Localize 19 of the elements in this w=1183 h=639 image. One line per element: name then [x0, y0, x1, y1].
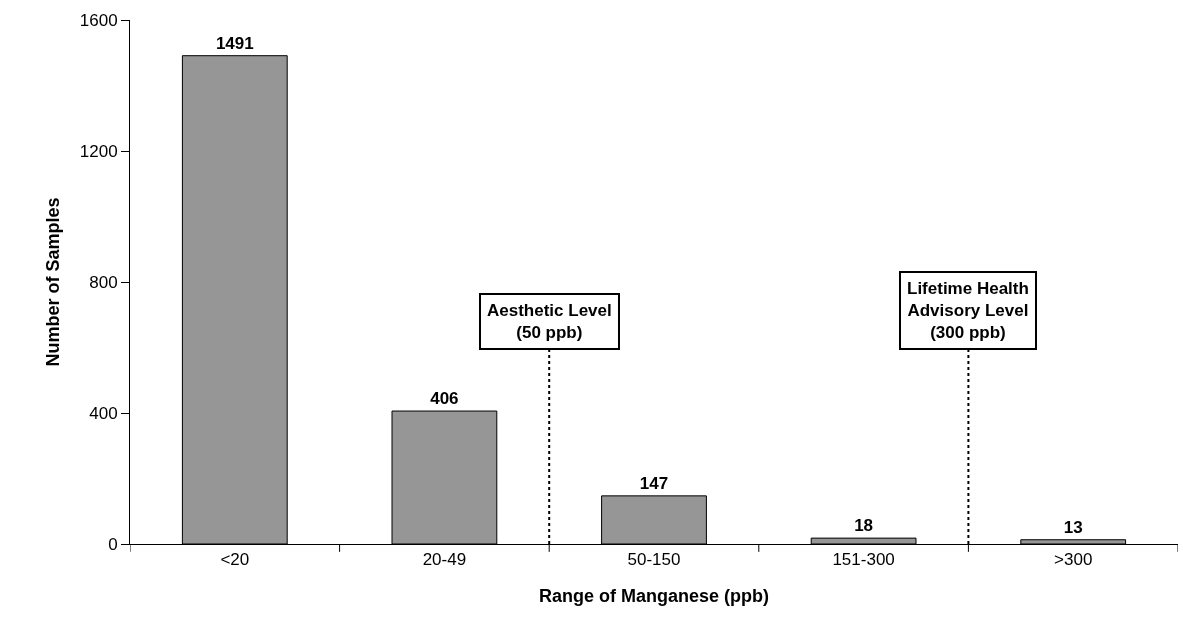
annotation: Lifetime Health Advisory Level (300 ppb) — [907, 279, 1029, 343]
data-label: 18 — [854, 516, 874, 536]
x-tick-label: >300 — [1054, 550, 1093, 570]
y-tick-label: 800 — [89, 272, 118, 292]
x-tick-label: <20 — [220, 550, 250, 570]
annotation: Aesthetic Level (50 ppb) — [487, 301, 612, 343]
data-label: 147 — [639, 473, 669, 493]
x-tick-label: 151-300 — [832, 550, 895, 570]
y-tick-label: 400 — [89, 403, 118, 423]
y-tick-label: 0 — [108, 534, 118, 554]
y-tick-label: 1200 — [79, 141, 118, 161]
data-label: 1491 — [215, 33, 254, 53]
data-label: 406 — [430, 389, 459, 409]
x-tick-label: 50-150 — [627, 550, 681, 570]
y-tick-label: 1600 — [79, 10, 118, 30]
y-axis-title: Number of Samples — [42, 197, 63, 367]
x-axis-title: Range of Manganese (ppb) — [538, 585, 770, 606]
x-tick-label: 20-49 — [422, 550, 467, 570]
data-label: 13 — [1063, 517, 1083, 537]
